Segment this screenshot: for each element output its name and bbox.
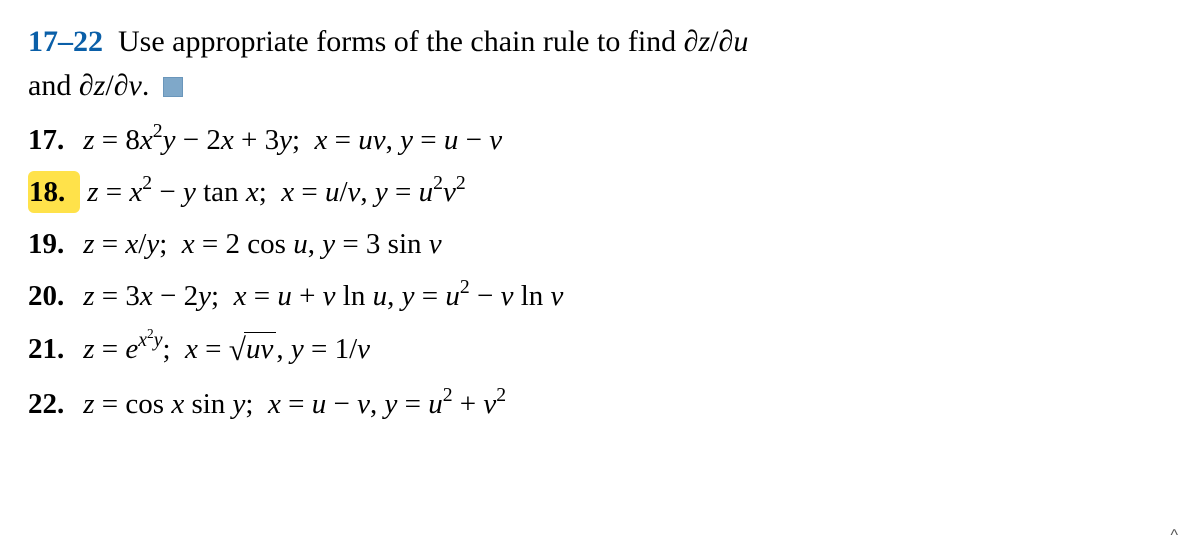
problem-body: z = 8x2y − 2x + 3y; x = uv, y = u − v — [83, 124, 502, 156]
problem-number: 19. — [28, 223, 76, 265]
problem-number: 20. — [28, 275, 76, 317]
problem-body: z = ex2y; x = √uv, y = 1/v — [83, 333, 370, 365]
problem-number: 21. — [28, 328, 76, 370]
problem-body: z = cos x sin y; x = u − v, y = u2 + v2 — [83, 388, 506, 420]
section-range: 17–22 — [28, 25, 103, 58]
problem-row: 17. z = 8x2y − 2x + 3y; x = uv, y = u − … — [28, 119, 1172, 161]
problem-number: 18. — [28, 171, 80, 213]
problems-list: 17. z = 8x2y − 2x + 3y; x = uv, y = u − … — [28, 119, 1172, 425]
expr-dz-du: ∂z/∂u — [684, 25, 749, 58]
expr-dz-dv: ∂z/∂v — [79, 69, 142, 102]
instruction-text-3: . — [142, 69, 150, 102]
problem-row: 18. z = x2 − y tan x; x = u/v, y = u2v2 — [28, 171, 1172, 213]
problem-body: z = x2 − y tan x; x = u/v, y = u2v2 — [87, 176, 466, 208]
problem-number: 22. — [28, 383, 76, 425]
caret-icon: ^ — [1170, 524, 1178, 547]
problem-row: 22. z = cos x sin y; x = u − v, y = u2 +… — [28, 383, 1172, 425]
problem-row: 20. z = 3x − 2y; x = u + v ln u, y = u2 … — [28, 275, 1172, 317]
problem-number: 17. — [28, 119, 76, 161]
problem-body: z = 3x − 2y; x = u + v ln u, y = u2 − v … — [83, 280, 563, 312]
instruction-text-1: Use appropriate forms of the chain rule … — [118, 25, 684, 58]
problem-row: 19. z = x/y; x = 2 cos u, y = 3 sin v — [28, 223, 1172, 265]
problem-row: 21. z = ex2y; x = √uv, y = 1/v — [28, 327, 1172, 372]
instruction-text-2: and — [28, 69, 79, 102]
section-header: 17–22 Use appropriate forms of the chain… — [28, 20, 1172, 107]
end-square-icon — [163, 77, 183, 97]
problem-body: z = x/y; x = 2 cos u, y = 3 sin v — [83, 228, 441, 260]
